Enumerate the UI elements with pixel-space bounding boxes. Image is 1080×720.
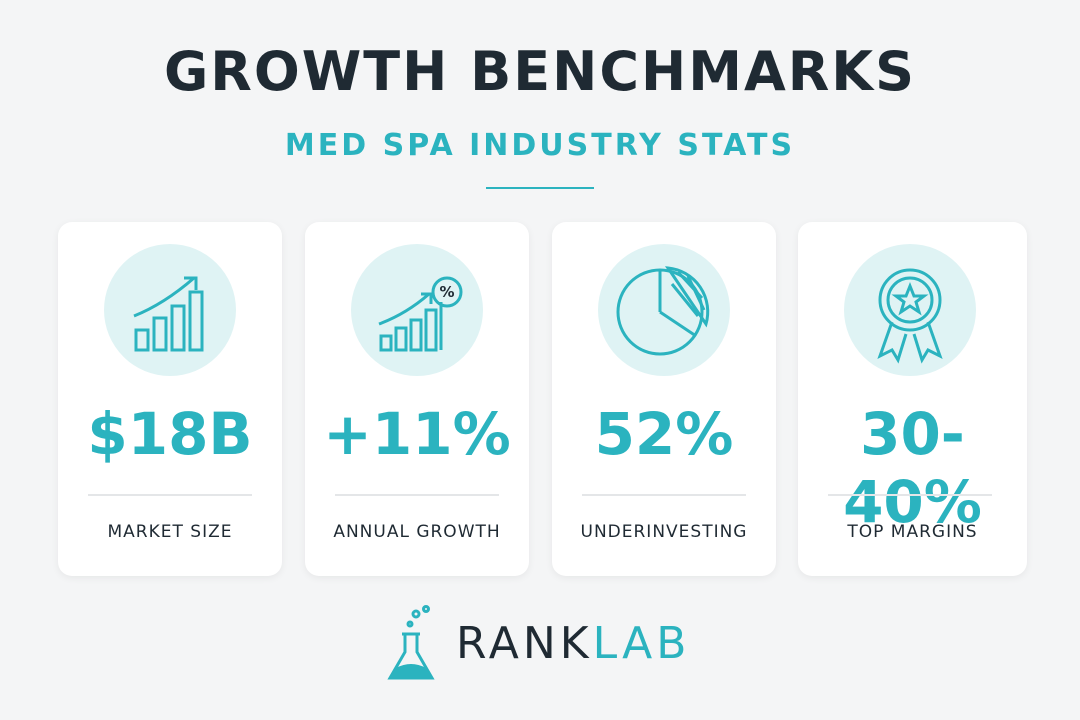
stat-card: 52% UNDERINVESTING — [552, 222, 776, 576]
icon — [104, 244, 236, 376]
subtitle: MED SPA INDUSTRY STATS — [284, 128, 796, 163]
card-divider — [828, 494, 992, 496]
icon: % — [351, 244, 483, 376]
stat-label: UNDERINVESTING — [580, 522, 748, 542]
logo-icon — [387, 605, 435, 680]
stat-card: $18B MARKET SIZE — [58, 222, 282, 576]
stat-value: 52% — [594, 400, 734, 468]
brand-right: LAB — [592, 618, 691, 669]
svg-text:%: % — [439, 283, 454, 301]
card-divider — [582, 494, 746, 496]
stat-label: ANNUAL GROWTH — [333, 522, 501, 542]
card-divider — [88, 494, 252, 496]
brand: RANKLAB — [456, 618, 690, 669]
stat-label: TOP MARGINS — [847, 522, 978, 542]
stat-value: $18B — [87, 400, 253, 468]
stat-value: +11% — [323, 400, 511, 468]
icon — [598, 244, 730, 376]
stat-card: % +11% ANNUAL GROWTH — [305, 222, 529, 576]
card-divider — [335, 494, 499, 496]
icon — [844, 244, 976, 376]
title: GROWTH BENCHMARKS — [163, 40, 917, 103]
brand-left: RANK — [456, 618, 593, 669]
stat-label: MARKET SIZE — [107, 522, 233, 542]
stat-card: 30-40% TOP MARGINS — [798, 222, 1027, 576]
divider — [486, 187, 594, 189]
stat-value: 30-40% — [843, 400, 982, 536]
